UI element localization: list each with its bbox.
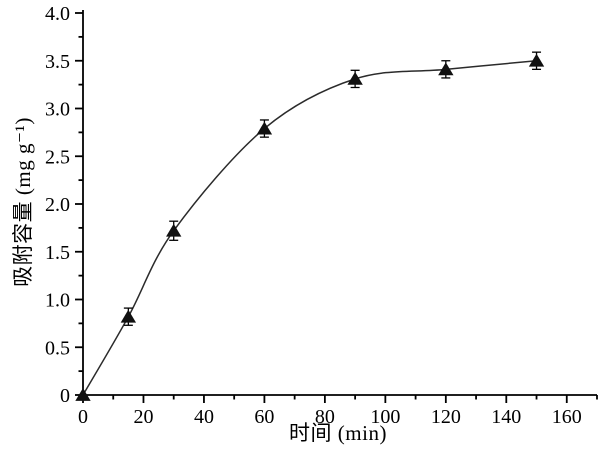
x-tick-label: 100: [370, 406, 400, 428]
y-tick-label: 3.5: [45, 51, 70, 73]
data-point-marker: [256, 121, 273, 135]
data-point-marker: [75, 388, 91, 401]
x-axis-title: 时间 (min): [289, 421, 387, 445]
y-axis-title: 吸附容量 (mg g⁻¹): [11, 117, 35, 287]
data-point-marker: [120, 309, 137, 323]
x-tick-label: 120: [431, 406, 461, 428]
y-tick-label: 2.5: [45, 146, 70, 168]
x-tick-label: 20: [133, 406, 153, 428]
series-curve: [82, 60, 537, 396]
y-tick-label: 0: [60, 385, 70, 407]
y-tick-label: 1.0: [45, 290, 70, 312]
x-tick-label: 60: [254, 406, 274, 428]
y-tick-label: 2.0: [45, 194, 70, 216]
data-point-marker: [166, 223, 182, 237]
x-tick-label: 160: [552, 406, 582, 428]
y-tick-label: 3.0: [45, 99, 70, 121]
y-tick-label: 4.0: [45, 3, 70, 25]
x-tick-label: 140: [491, 406, 521, 428]
x-tick-label: 80: [315, 406, 335, 428]
y-tick-label: 1.5: [45, 242, 70, 264]
data-point-marker: [528, 53, 545, 67]
data-point-marker: [347, 71, 363, 85]
data-point-marker: [438, 62, 454, 76]
y-tick-label: 0.5: [45, 337, 70, 359]
x-tick-label: 0: [78, 406, 88, 428]
x-tick-label: 40: [194, 406, 214, 428]
